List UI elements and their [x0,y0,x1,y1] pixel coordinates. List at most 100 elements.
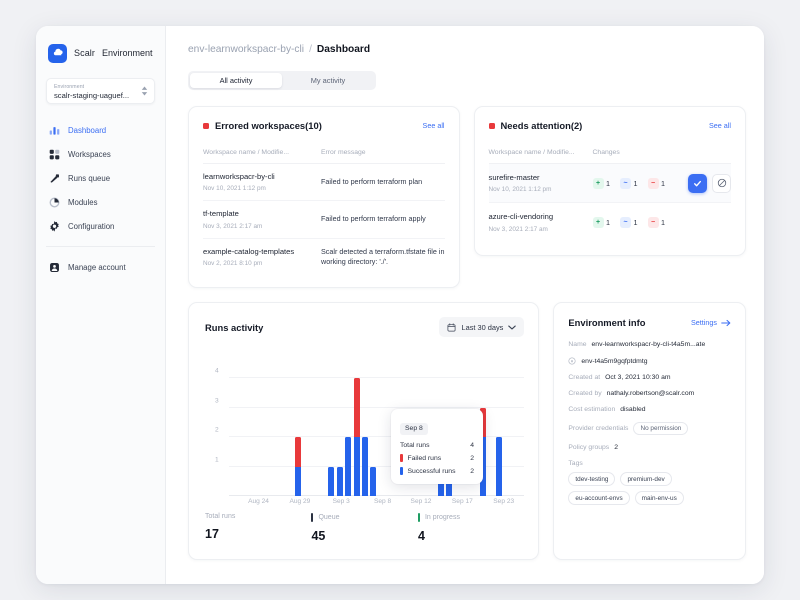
tag-item[interactable]: tdev-testing [568,472,616,486]
workspace-name: surefire-master [488,173,540,182]
chart-bar[interactable] [294,437,301,496]
brand[interactable]: Scalr Environment [36,40,165,66]
chart-bar[interactable] [353,378,360,496]
tooltip-failed-label: Failed runs [407,454,442,462]
env-row-key: Provider credentials [568,425,629,432]
tab-my-activity[interactable]: My activity [310,76,346,85]
chart-bar[interactable] [345,437,352,496]
date-range-picker[interactable]: Last 30 days [439,317,525,337]
tag-item[interactable]: premium-dev [620,472,672,486]
gear-icon [48,220,60,232]
stat-value: 17 [205,527,219,541]
tooltip-total-row: Total runs 4 [400,442,474,449]
env-row-key: Cost estimation [568,406,616,413]
bottom-cards-row: Runs activity Last 30 days 4 3 [188,302,746,560]
changes-count: 1 [633,217,638,227]
runs-activity-card: Runs activity Last 30 days 4 3 [188,302,540,560]
sidebar-item-runs-queue[interactable]: Runs queue [36,166,165,190]
errored-col-name: Workspace name / Modifie... [203,149,290,156]
bar-segment-successful [496,437,503,496]
breadcrumb-parent[interactable]: env-learnworkspacr-by-cli [188,44,305,55]
tooltip-success-label: Successful runs [407,467,456,475]
decline-button[interactable] [712,173,731,193]
workspace-name: learnworkspacr-by-cli [203,172,275,181]
modules-pie-icon [48,197,60,208]
runs-activity-chart: 4 3 2 1 Aug 24 Aug 29 Sep 3 Sep 8 Sep 12 Sep … [215,351,525,505]
workspace-modified-date: Nov 2, 2021 8:10 pm [203,259,263,267]
table-row[interactable]: learnworkspacr-by-cli Nov 10, 2021 1:12 … [203,164,445,202]
errored-card-title: Errored workspaces(10) [203,120,322,131]
stat-total-runs: Total runs 17 [205,513,311,543]
x-tick-label: Sep 3 [332,498,350,505]
environment-select[interactable]: Environment scalr-staging-uaguef... [46,78,155,104]
tags-list: tdev-testing premium-dev eu-account-envs… [568,472,731,505]
changes-summary: + 1 ~ 1 − 1 [592,216,672,228]
table-row[interactable]: azure-cli-vendoring Nov 3, 2021 2:17 am … [489,203,731,241]
tooltip-date: Sep 8 [400,422,428,435]
env-settings-link[interactable]: Settings [691,318,731,327]
needs-attention-card: Needs attention(2) See all Workspace nam… [473,106,746,256]
deletions-count: 1 [661,178,666,188]
environment-info-card: Environment info Settings Name env-learn… [553,302,746,560]
x-tick-label: Sep 17 [451,498,473,505]
status-badge: No permission [633,422,689,435]
deletions-chip-icon: − [647,177,659,189]
tag-item[interactable]: main-env-us [634,491,684,505]
sidebar-item-dashboard[interactable]: Dashboard [36,118,165,142]
sidebar: Scalr Environment Environment scalr-stag… [36,26,166,584]
scalr-cloud-logo-icon [48,43,67,63]
chart-bar[interactable] [328,466,335,496]
chart-bar[interactable] [336,466,343,496]
env-info-rows: Name env-learnworkspacr-by-cli-t4a5m...a… [568,341,731,505]
app-window: Scalr Environment Environment scalr-stag… [36,26,764,584]
workspace-name: example-catalog-templates [203,246,295,256]
arrow-right-icon [721,319,731,326]
sidebar-item-modules[interactable]: Modules [36,190,165,214]
errored-workspaces-card: Errored workspaces(10) See all Workspace… [188,106,460,288]
chart-bar[interactable] [362,437,369,496]
errored-title-text: Errored workspaces(10) [215,120,322,131]
workspaces-grid-icon [48,149,60,160]
sidebar-item-manage-account[interactable]: Manage account [36,255,165,279]
tags-label: Tags [568,460,583,467]
tag-item[interactable]: eu-account-envs [568,491,630,505]
attention-card-title: Needs attention(2) [488,120,582,131]
tab-all-activity[interactable]: All activity [190,73,282,88]
date-range-label: Last 30 days [461,322,504,332]
table-row[interactable]: surefire-master Nov 10, 2021 1:12 pm + 1… [488,164,731,204]
tooltip-success-row: Successful runs 2 [400,467,474,475]
breadcrumb: env-learnworkspacr-by-cli / Dashboard [188,44,746,55]
bar-segment-successful [353,437,360,496]
user-account-icon [48,262,60,273]
table-row[interactable]: example-catalog-templates Nov 2, 2021 8:… [203,239,445,276]
environment-select-label: Environment [54,83,85,90]
chevron-updown-icon [141,86,148,96]
errored-col-message: Error message [321,149,366,156]
env-row-provider-credentials: Provider credentials No permission [568,422,731,435]
error-message: Failed to perform terraform apply [321,214,426,224]
errored-see-all-link[interactable]: See all [422,121,445,130]
check-icon [694,180,701,187]
deletions-count: 1 [661,217,666,227]
stat-label: In progress [424,514,460,521]
table-row[interactable]: tf-template Nov 3, 2021 2:17 am Failed t… [203,201,445,239]
env-row-key: Name [568,341,587,348]
chart-bar[interactable] [370,466,377,496]
env-info-title: Environment info [568,317,646,328]
workspace-modified-date: Nov 10, 2021 1:12 pm [488,186,552,194]
tooltip-total-value: 4 [470,442,474,449]
stat-label: Total runs [205,513,236,520]
runs-stats: Total runs 17 Queue 45 In progress 4 [205,513,524,543]
changes-chip-icon: ~ [620,216,632,228]
sidebar-item-workspaces[interactable]: Workspaces [36,142,165,166]
chart-bar[interactable] [496,437,503,496]
workspace-modified-date: Nov 3, 2021 2:17 am [488,225,548,233]
bar-segment-failed [353,378,360,437]
attention-see-all-link[interactable]: See all [709,121,731,130]
x-tick-label: Sep 8 [373,498,392,505]
bar-segment-successful [370,466,377,496]
sidebar-item-configuration[interactable]: Configuration [36,214,165,238]
approve-button[interactable] [688,173,707,193]
env-row-cost-estimation: Cost estimation disabled [568,406,731,413]
stat-value: 4 [417,529,425,543]
